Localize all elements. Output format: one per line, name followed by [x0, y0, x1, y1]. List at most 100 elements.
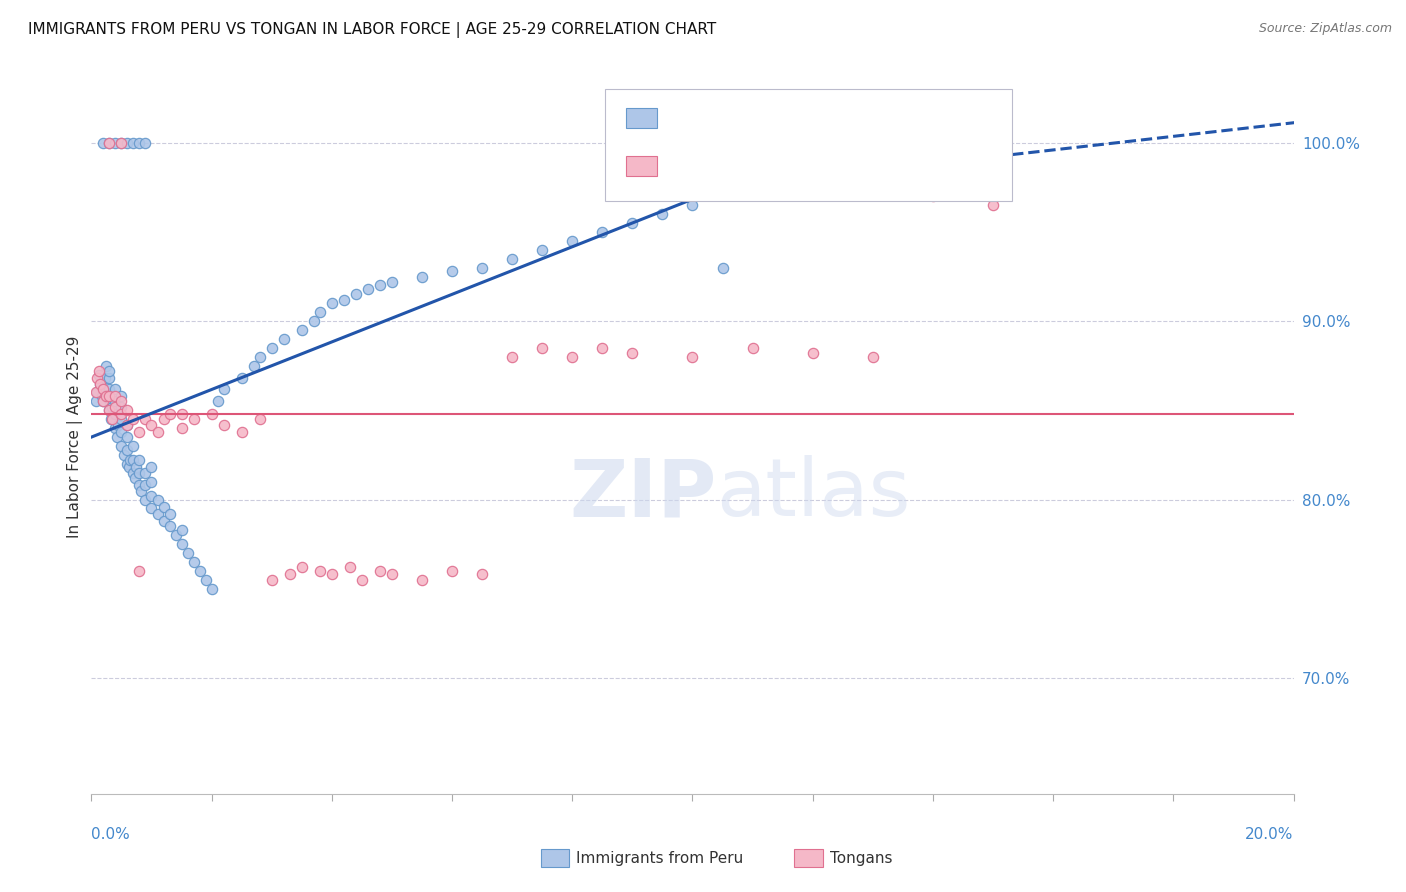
Point	[117, 442, 139, 457]
Point	[141, 501, 163, 516]
Point	[146, 492, 169, 507]
Point	[260, 573, 283, 587]
Point	[146, 425, 169, 439]
Point	[381, 275, 404, 289]
Point	[188, 564, 211, 578]
Point	[249, 350, 271, 364]
Point	[110, 425, 132, 439]
Point	[93, 371, 115, 385]
Point	[93, 394, 115, 409]
Point	[87, 368, 110, 382]
Point	[117, 430, 139, 444]
Point	[117, 457, 139, 471]
Point	[104, 421, 127, 435]
Point	[122, 466, 145, 480]
Point	[125, 460, 148, 475]
Point	[741, 341, 763, 355]
Point	[122, 412, 145, 426]
Point	[134, 466, 156, 480]
Point	[350, 573, 373, 587]
Point	[183, 412, 205, 426]
Point	[591, 225, 613, 239]
Point	[801, 346, 824, 360]
Point	[471, 260, 494, 275]
Point	[176, 546, 198, 560]
Point	[101, 400, 124, 414]
Point	[104, 136, 127, 150]
Point	[98, 136, 121, 150]
Point	[110, 407, 132, 421]
Point	[122, 453, 145, 467]
Point	[104, 394, 127, 409]
Point	[98, 403, 121, 417]
Point	[651, 207, 673, 221]
Point	[231, 371, 253, 385]
Point	[129, 483, 152, 498]
Point	[110, 394, 132, 409]
Point	[152, 412, 174, 426]
Point	[134, 478, 156, 492]
Point	[128, 478, 150, 492]
Point	[321, 567, 343, 582]
Point	[96, 359, 118, 373]
Point	[141, 460, 163, 475]
Point	[194, 573, 217, 587]
Point	[98, 403, 121, 417]
Point	[159, 507, 181, 521]
Point	[242, 359, 264, 373]
Point	[440, 264, 463, 278]
Point	[165, 528, 187, 542]
Point	[118, 460, 141, 475]
Point	[122, 439, 145, 453]
Point	[981, 198, 1004, 212]
Point	[183, 555, 205, 569]
Point	[212, 417, 235, 432]
Point	[170, 523, 193, 537]
Point	[231, 425, 253, 439]
Point	[501, 252, 523, 266]
Point	[344, 287, 367, 301]
Point	[110, 400, 132, 414]
Point	[110, 136, 132, 150]
Point	[411, 573, 433, 587]
Point	[308, 305, 330, 319]
Point	[260, 341, 283, 355]
Point	[89, 376, 111, 391]
Point	[471, 567, 494, 582]
Point	[104, 382, 127, 396]
Text: Tongans: Tongans	[830, 851, 891, 865]
Point	[124, 471, 146, 485]
Point	[98, 364, 121, 378]
Point	[98, 389, 121, 403]
Point	[86, 385, 108, 400]
Point	[212, 382, 235, 396]
Point	[141, 475, 163, 489]
Point	[89, 376, 111, 391]
Point	[86, 371, 108, 385]
Point	[128, 453, 150, 467]
Point	[159, 519, 181, 533]
Point	[110, 412, 132, 426]
Text: R =  0.000    N = 56: R = 0.000 N = 56	[668, 156, 849, 174]
Point	[711, 260, 734, 275]
Point	[98, 136, 121, 150]
Point	[561, 234, 583, 248]
Point	[114, 448, 136, 462]
Point	[104, 389, 127, 403]
Point	[117, 136, 139, 150]
Point	[93, 382, 115, 396]
Point	[128, 136, 150, 150]
Point	[302, 314, 325, 328]
Point	[128, 466, 150, 480]
Point	[862, 350, 884, 364]
Point	[105, 430, 128, 444]
Text: IMMIGRANTS FROM PERU VS TONGAN IN LABOR FORCE | AGE 25-29 CORRELATION CHART: IMMIGRANTS FROM PERU VS TONGAN IN LABOR …	[28, 22, 717, 38]
Point	[333, 293, 356, 307]
Point	[278, 567, 301, 582]
Point	[107, 417, 129, 432]
Point	[159, 407, 181, 421]
Point	[621, 346, 644, 360]
Point	[117, 403, 139, 417]
Point	[117, 417, 139, 432]
Point	[110, 439, 132, 453]
